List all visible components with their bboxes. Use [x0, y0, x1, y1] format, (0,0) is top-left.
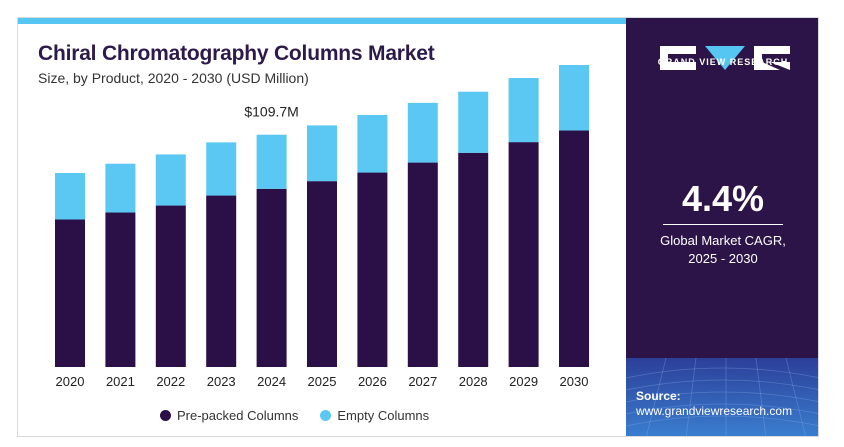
chart-title: Chiral Chromatography Columns Market [38, 42, 435, 65]
brand-name: GRAND VIEW RESEARCH [657, 57, 789, 67]
bar-prepacked-2027 [407, 162, 438, 367]
x-tick-label-2027: 2027 [408, 374, 437, 389]
x-tick-label-2029: 2029 [509, 374, 538, 389]
legend-label-empty: Empty Columns [337, 408, 430, 423]
bar-empty-2030 [559, 65, 589, 131]
x-tick-label-2022: 2022 [156, 374, 185, 389]
bar-prepacked-2030 [559, 130, 589, 367]
bar-chart: 2020 2021 2022 2023 2024 $109.7M 2025 2026 2027 2… [55, 65, 589, 389]
bar-prepacked-2023 [206, 195, 237, 367]
chart-legend: Pre-packed Columns Empty Columns [160, 408, 429, 423]
cagr-divider [663, 224, 783, 225]
chart-subtitle: Size, by Product, 2020 - 2030 (USD Milli… [38, 70, 309, 86]
bar-empty-2023 [206, 142, 237, 196]
x-tick-label-2025: 2025 [308, 374, 337, 389]
x-tick-label-2030: 2030 [560, 374, 589, 389]
legend-label-prepacked: Pre-packed Columns [177, 408, 299, 423]
accent-bar [18, 18, 626, 24]
bar-empty-2027 [407, 102, 438, 163]
cagr-label: Global Market CAGR, 2025 - 2030 [626, 232, 818, 268]
x-tick-label-2023: 2023 [207, 374, 236, 389]
legend-item-empty: Empty Columns [320, 408, 429, 423]
bar-empty-2022 [155, 154, 186, 206]
bar-prepacked-2025 [307, 181, 337, 367]
side-panel: GRAND VIEW RESEARCH 4.4% Global Market C… [626, 18, 818, 436]
source-label: Source: [636, 389, 681, 403]
bar-prepacked-2026 [357, 172, 388, 367]
gvr-logo-icon [660, 46, 790, 70]
bar-prepacked-2020 [55, 219, 85, 367]
bar-prepacked-2021 [105, 212, 136, 367]
bar-empty-2021 [105, 163, 136, 213]
bar-empty-2025 [307, 125, 337, 182]
chart-area: Chiral Chromatography Columns Market Siz… [18, 24, 626, 436]
chart-card: Chiral Chromatography Columns Market Siz… [17, 17, 819, 437]
x-tick-label-2024: 2024 [257, 374, 286, 389]
source-url: www.grandviewresearch.com [636, 404, 793, 418]
bar-prepacked-2029 [508, 142, 539, 367]
cagr-label-line1: Global Market CAGR, [660, 233, 786, 248]
legend-swatch-prepacked [160, 410, 171, 421]
x-tick-label-2021: 2021 [106, 374, 135, 389]
cagr-label-line2: 2025 - 2030 [688, 251, 758, 266]
data-label-2024: $109.7M [244, 104, 298, 120]
legend-item-prepacked: Pre-packed Columns [160, 408, 298, 423]
x-tick-label-2028: 2028 [459, 374, 488, 389]
bar-prepacked-2022 [155, 205, 186, 367]
bar-prepacked-2028 [458, 152, 489, 367]
source-band: Source: www.grandviewresearch.com [626, 358, 818, 436]
bar-empty-2028 [458, 91, 489, 153]
bar-prepacked-2024 [256, 188, 287, 367]
bar-empty-2020 [55, 173, 85, 220]
x-tick-label-2026: 2026 [358, 374, 387, 389]
decorative-grid [626, 358, 818, 436]
bar-empty-2026 [357, 114, 388, 173]
cagr-value: 4.4% [681, 178, 765, 219]
bar-empty-2029 [508, 78, 539, 143]
x-tick-label-2020: 2020 [56, 374, 85, 389]
legend-swatch-empty [320, 410, 332, 421]
bar-empty-2024 [256, 134, 287, 189]
